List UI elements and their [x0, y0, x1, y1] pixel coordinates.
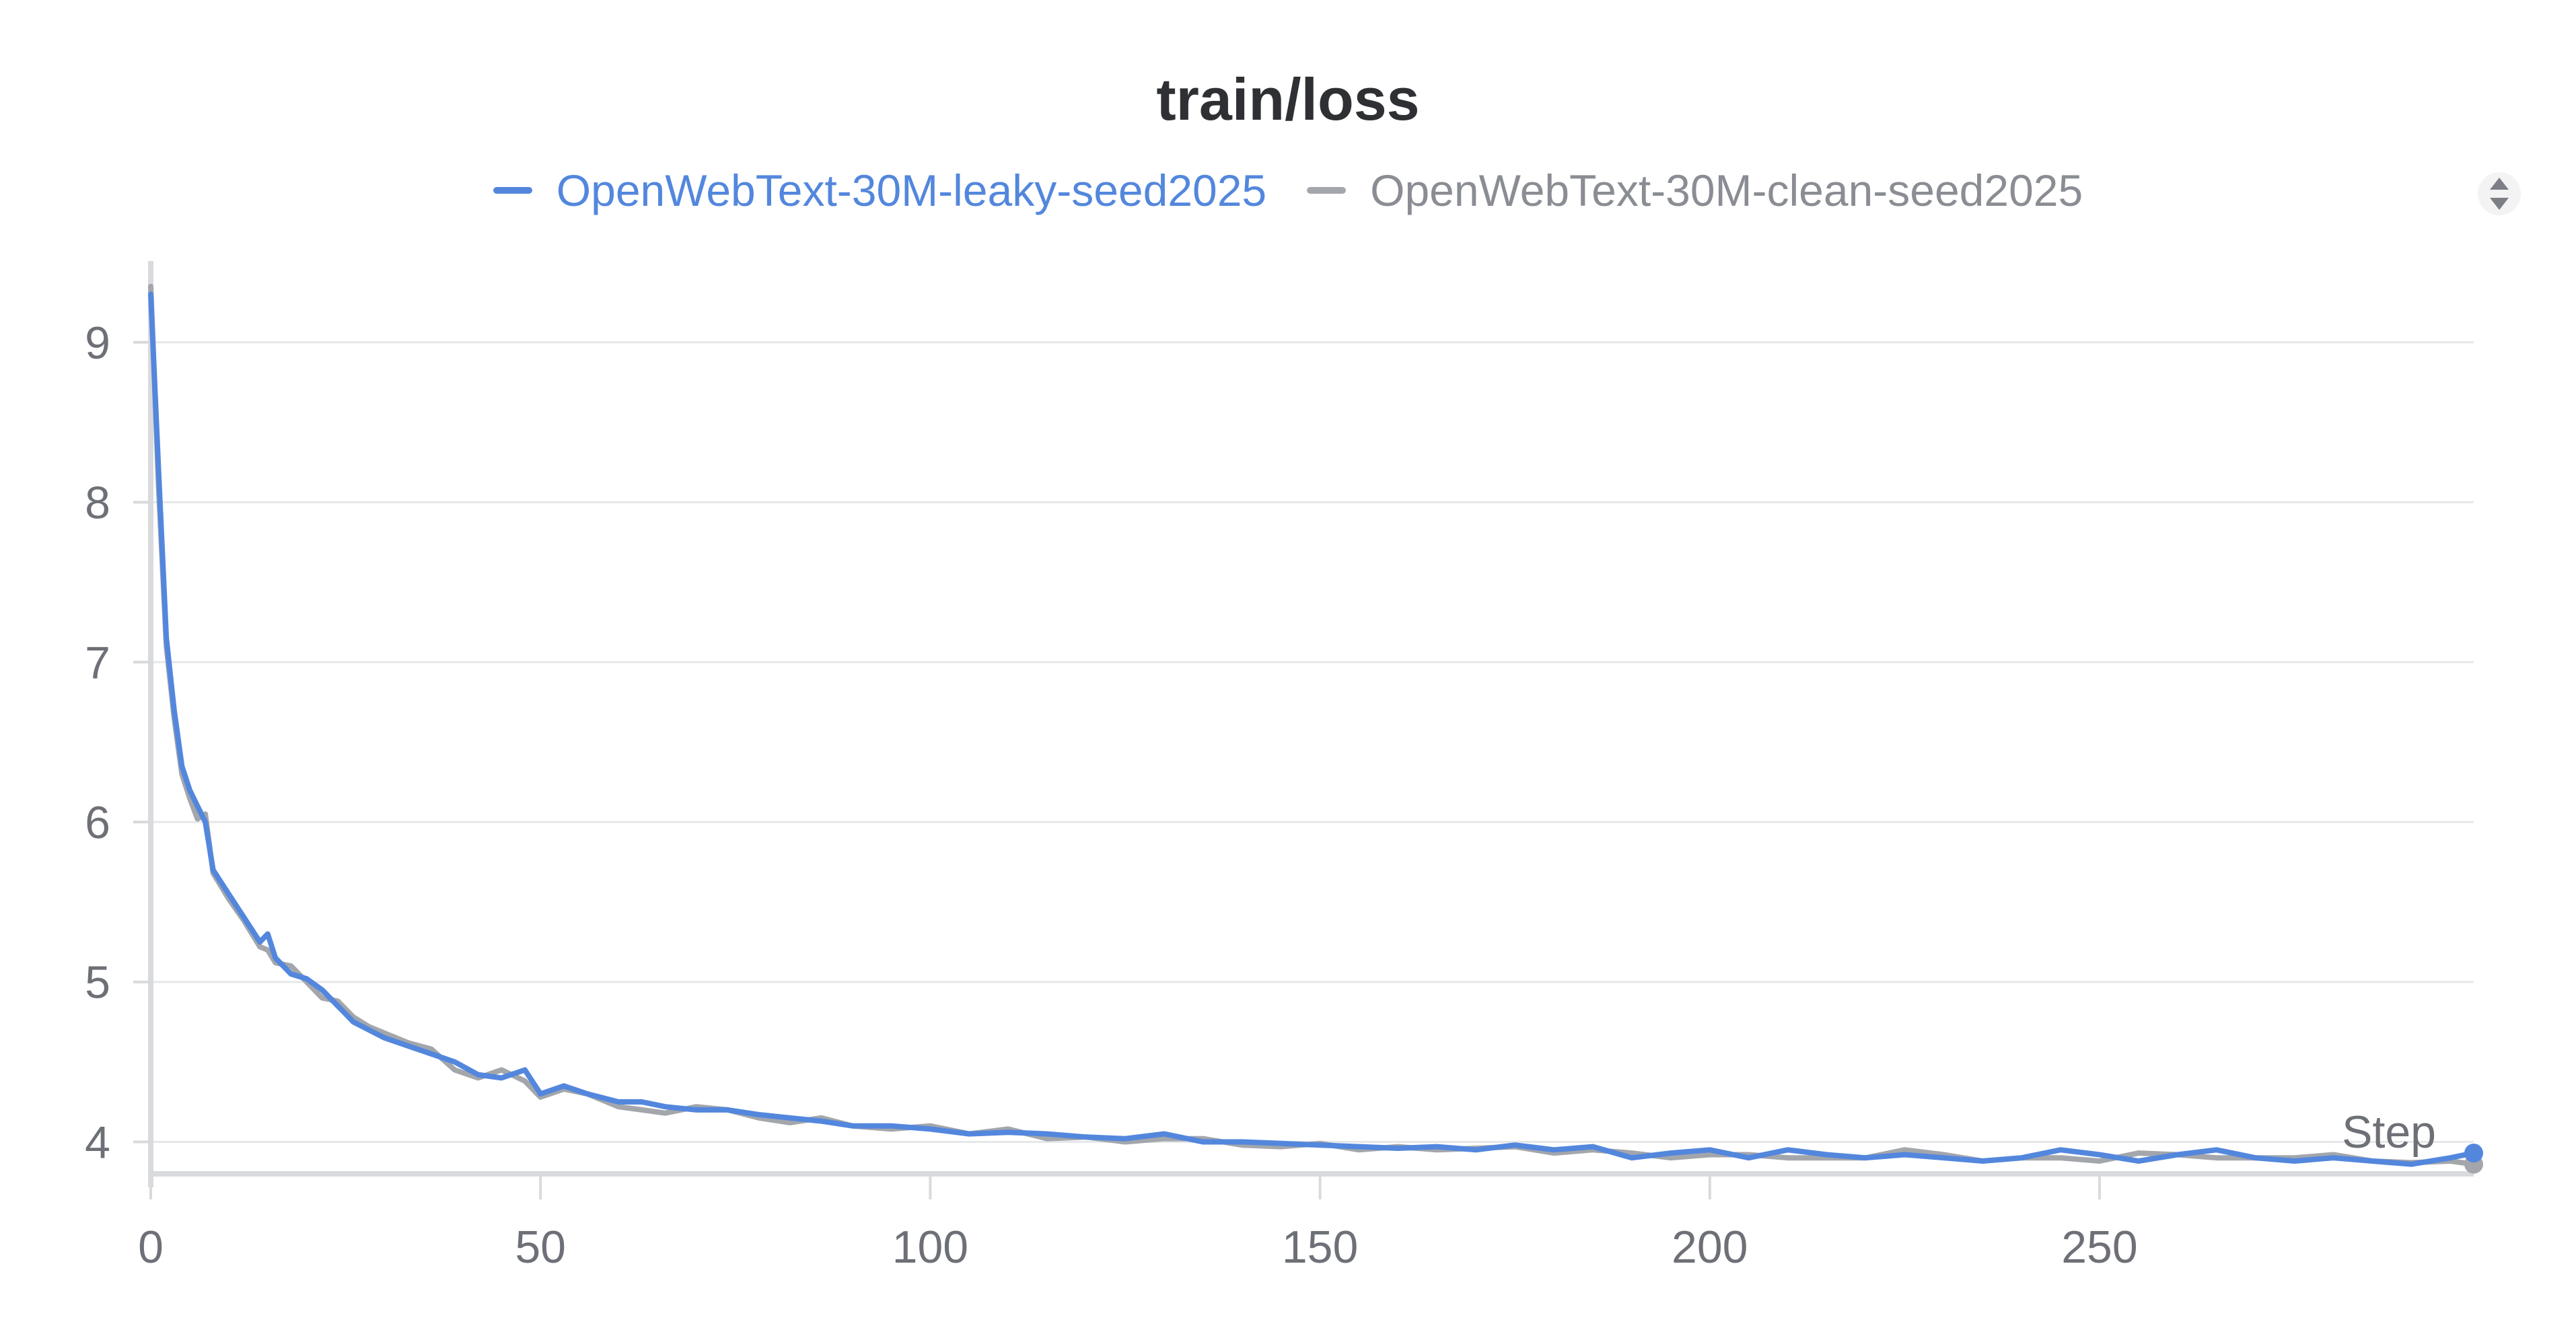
y-tick-label: 7 [85, 637, 110, 688]
y-tick-label: 8 [85, 478, 110, 529]
y-tick-label: 4 [85, 1117, 110, 1168]
legend-label-clean: OpenWebText-30M-clean-seed2025 [1370, 165, 2083, 215]
chart-title: train/loss [1156, 66, 1420, 133]
x-tick-label: 0 [138, 1222, 164, 1273]
series-line-0 [148, 291, 2476, 1167]
x-tick-label: 250 [2061, 1222, 2137, 1273]
legend-swatch-clean [1307, 187, 1347, 194]
x-tick-label: 100 [892, 1222, 968, 1273]
y-tick-label: 6 [85, 797, 110, 848]
y-tick-label: 5 [85, 957, 110, 1008]
tick-labels: 4 5 6 7 8 9 0 50 100 150 200 250 Step [85, 318, 2436, 1273]
axes [133, 261, 2474, 1199]
series-lines [148, 283, 2483, 1174]
legend-swatch-leaky [493, 187, 532, 194]
x-tick-label: 200 [1672, 1222, 1748, 1273]
series-line-1 [148, 283, 2476, 1167]
x-axis-label: Step [2342, 1107, 2436, 1158]
legend-entry-clean[interactable]: OpenWebText-30M-clean-seed2025 [1307, 168, 2083, 213]
legend-entry-leaky[interactable]: OpenWebText-30M-leaky-seed2025 [493, 168, 1266, 213]
legend-label-leaky: OpenWebText-30M-leaky-seed2025 [556, 165, 1267, 215]
grid-lines [151, 341, 2474, 1143]
x-tick-label: 150 [1282, 1222, 1358, 1273]
legend: OpenWebText-30M-leaky-seed2025 OpenWebTe… [0, 168, 2576, 213]
x-tick-label: 50 [515, 1222, 566, 1273]
series-endpoint-0 [2464, 1144, 2483, 1163]
legend-scroll-icon[interactable] [2478, 167, 2521, 221]
y-tick-label: 9 [85, 318, 110, 369]
